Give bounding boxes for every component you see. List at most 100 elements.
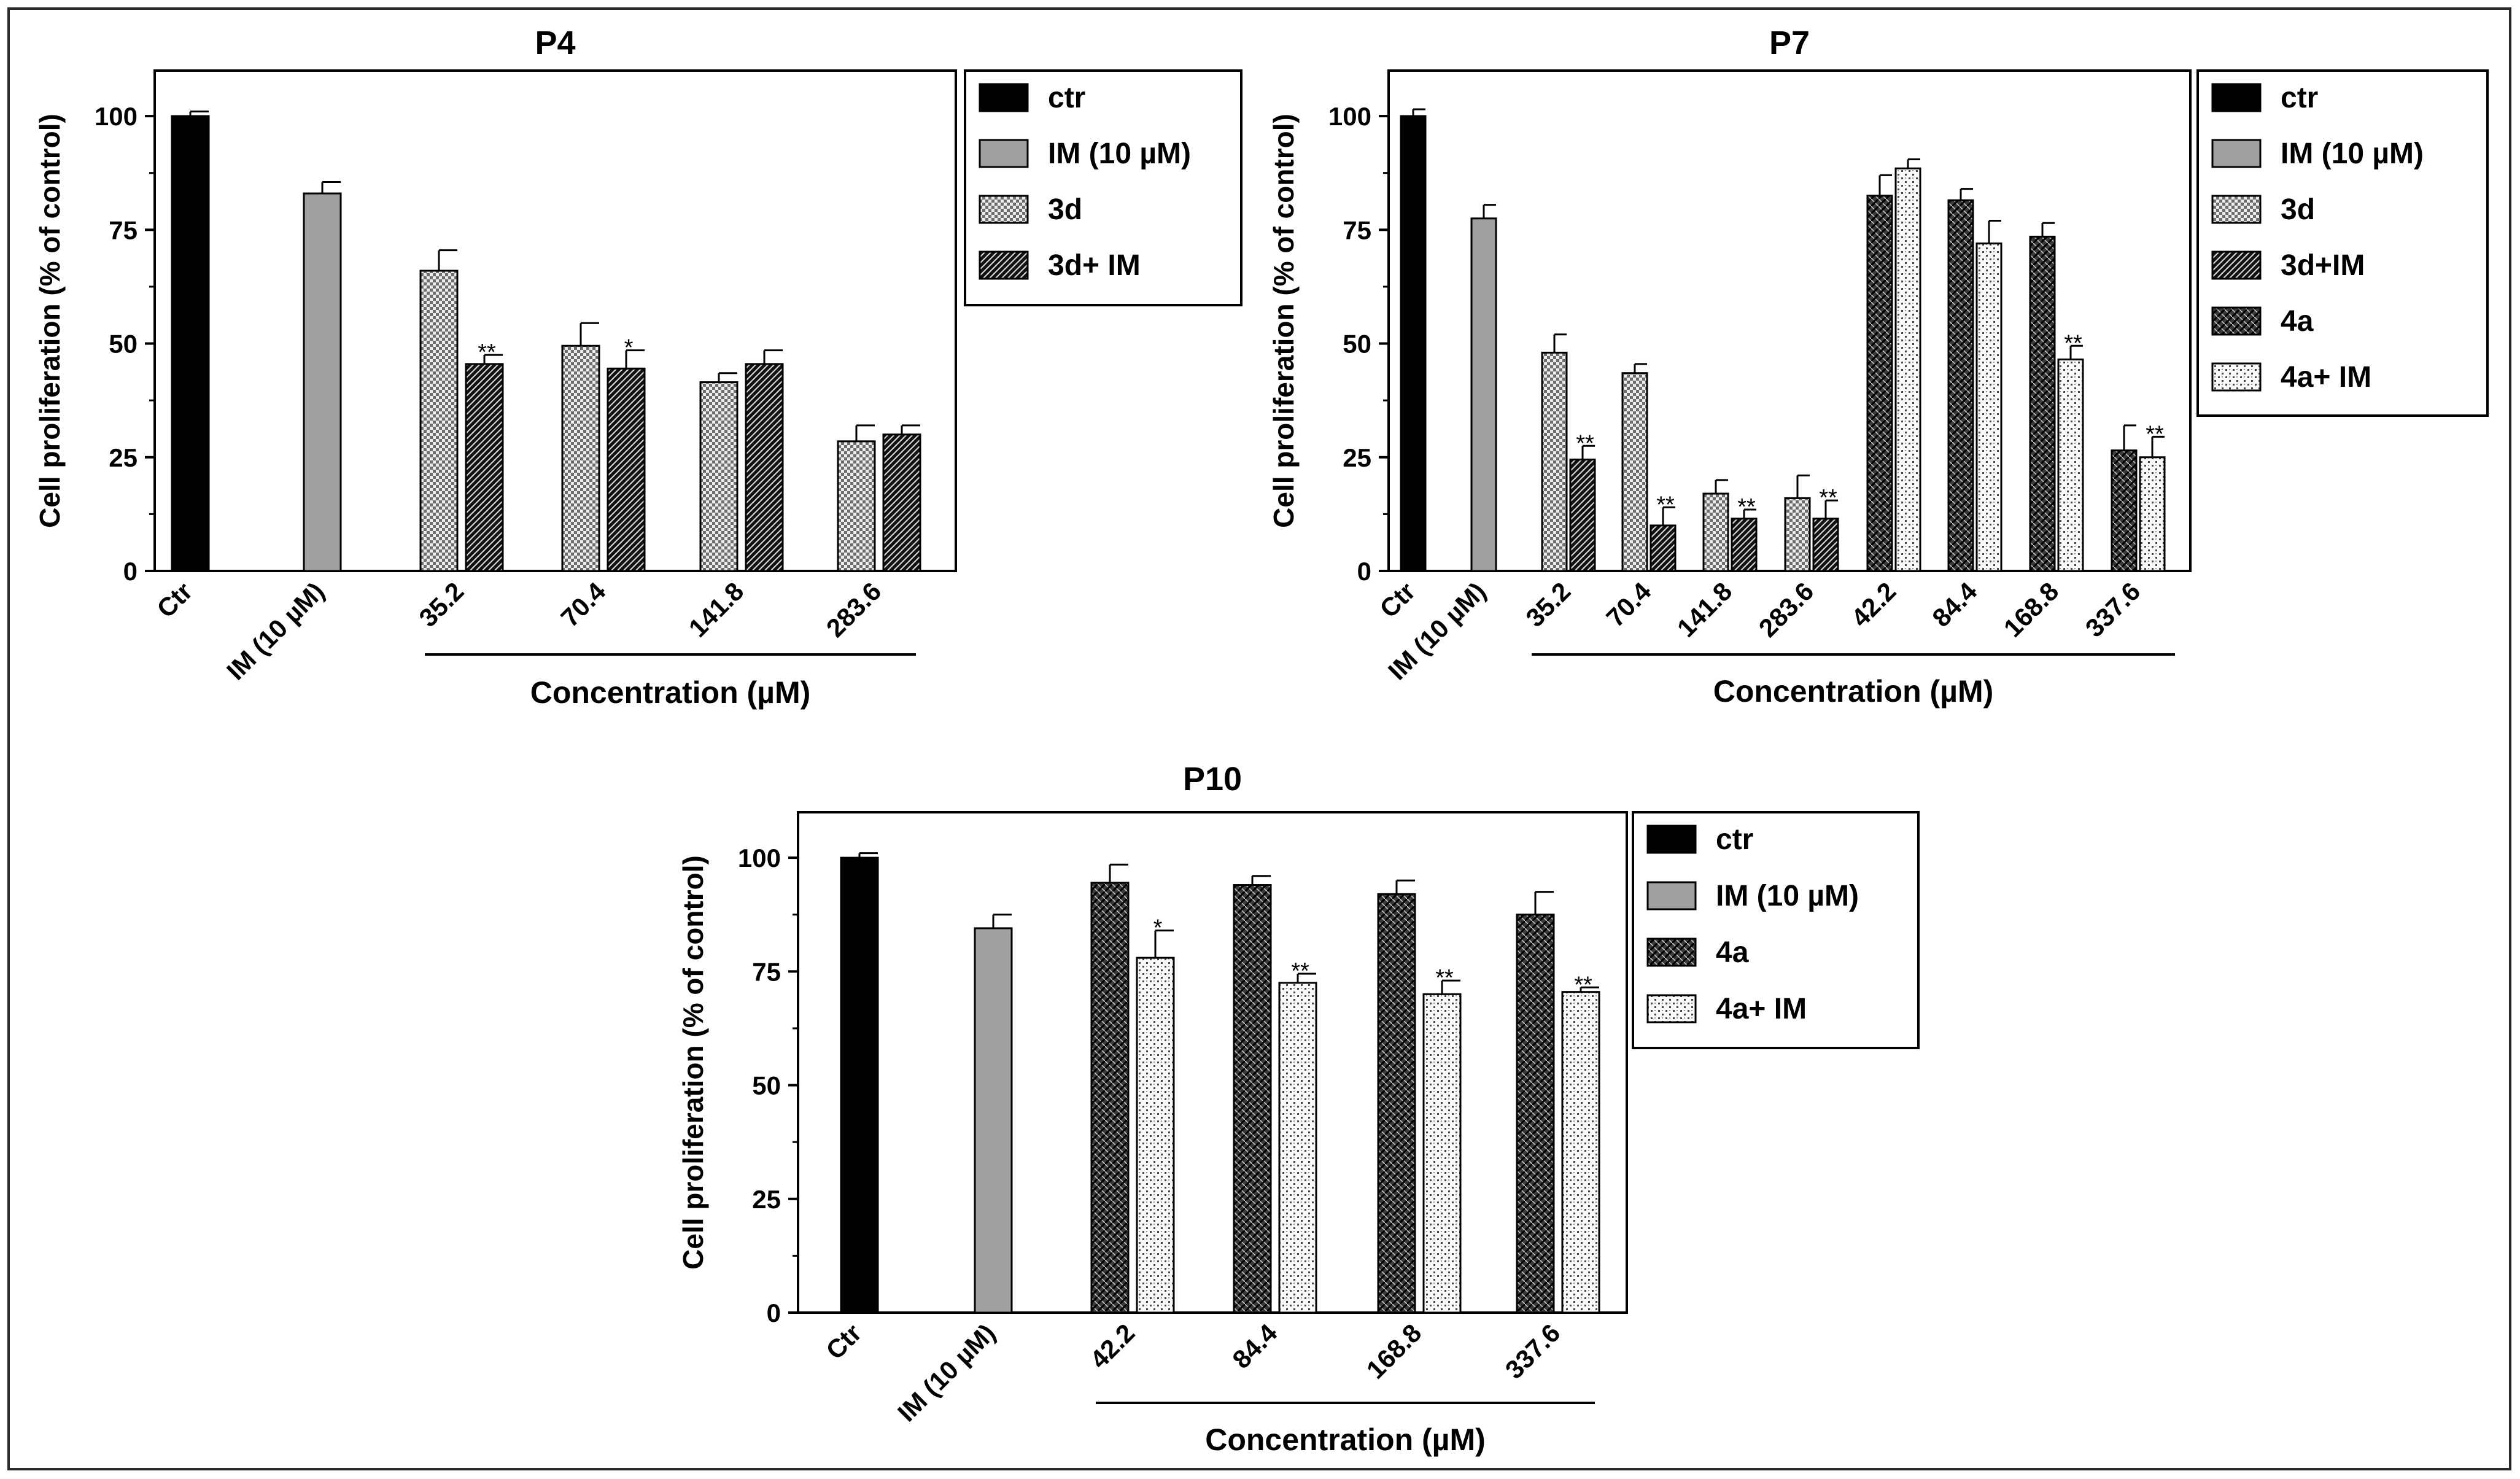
bar-3d-35-2 [1541, 351, 1568, 572]
bar-3d-141-8 [699, 381, 739, 572]
legend-entry-im-10-m: IM (10 µM) [1716, 880, 1859, 912]
bar-ctr-ctr [1400, 115, 1427, 572]
legend-swatch-4a-im [2211, 362, 2262, 392]
legend-entry-ctr: ctr [2281, 82, 2318, 114]
bar-4a-im-42-2 [1894, 167, 1921, 572]
x-tick-label: 35.2 [1520, 576, 1576, 632]
legend-swatch-im-10-m [1646, 881, 1697, 910]
bar-ctr-ctr [840, 856, 879, 1314]
bar-4a-42-2 [1866, 195, 1893, 572]
y-tick-label: 25 [1343, 443, 1371, 472]
significance-marker: * [1153, 915, 1163, 941]
bar-3d-im-35-2 [1569, 458, 1596, 572]
bar-4a-im-168-8 [1422, 993, 1462, 1314]
bar-4a-im-84-4 [1975, 243, 2002, 572]
x-tick-label: Ctr [820, 1318, 867, 1365]
x-tick-label: 42.2 [1845, 576, 1901, 632]
legend: ctr IM (10 µM) 3d 3d+ IM [964, 69, 1243, 306]
legend-frame [2196, 69, 2489, 417]
significance-marker: ** [478, 340, 496, 365]
x-tick-label: 337.6 [1500, 1318, 1566, 1384]
bar-3d-im-283-6 [1812, 518, 1839, 572]
bar-4a-im-168-8 [2057, 358, 2084, 572]
significance-marker: ** [1737, 494, 1756, 520]
x-tick-label: 35.2 [413, 576, 469, 632]
legend-entry-3d: 3d [1048, 193, 1082, 226]
x-tick-label: IM (10 µM) [892, 1318, 1001, 1427]
bar-im-10-m-im-10-m [303, 192, 342, 572]
significance-marker: ** [1656, 492, 1675, 518]
legend-swatch-3d-im [979, 250, 1029, 280]
legend-swatch-4a [2211, 306, 2262, 336]
legend-swatch-4a-im [1646, 994, 1697, 1023]
x-tick-label: 283.6 [1753, 576, 1820, 643]
bar-3d-70-4 [1621, 372, 1648, 572]
significance-marker: ** [1574, 972, 1592, 998]
legend-entry-3d: 3d [2281, 193, 2315, 226]
y-tick-label: 75 [752, 957, 781, 986]
x-tick-label: 42.2 [1084, 1318, 1140, 1374]
x-tick-label: 84.4 [1227, 1318, 1282, 1374]
x-axis-label: Concentration (µM) [1713, 674, 1994, 708]
legend-entry-4a: 4a [1716, 936, 1749, 969]
y-axis-label: Cell proliferation (% of control) [1268, 114, 1300, 528]
legend-entry-im-10-m: IM (10 µM) [2281, 138, 2424, 170]
x-tick-label: 337.6 [2080, 576, 2146, 643]
y-tick-label: 0 [1357, 557, 1371, 586]
bar-3d-141-8 [1702, 492, 1729, 572]
legend-swatch-3d [979, 195, 1029, 224]
significance-marker: ** [2064, 330, 2082, 356]
legend-swatch-im-10-m [2211, 139, 2262, 168]
y-tick-label: 100 [738, 844, 781, 872]
y-tick-label: 0 [767, 1298, 781, 1327]
y-tick-label: 100 [1328, 102, 1371, 131]
significance-marker: ** [1291, 958, 1309, 984]
bar-3d-im-70-4 [607, 367, 646, 572]
y-tick-label: 50 [109, 330, 138, 359]
significance-marker: ** [2146, 421, 2164, 447]
significance-marker: * [624, 335, 634, 361]
y-tick-label: 75 [1343, 215, 1371, 244]
y-axis-label: Cell proliferation (% of control) [34, 114, 66, 528]
x-tick-label: 168.8 [1361, 1318, 1427, 1384]
legend-swatch-ctr [2211, 83, 2262, 112]
legend-swatch-ctr [979, 83, 1029, 112]
chart-p7: P7 0 25 50 75 100 Cell proliferation (% of con… [1268, 25, 2489, 708]
bar-4a-im-337-6 [1561, 991, 1600, 1314]
x-tick-label: 70.4 [1600, 576, 1656, 632]
y-tick-label: 25 [752, 1185, 781, 1214]
bar-3d-70-4 [561, 344, 600, 572]
bar-3d-im-141-8 [745, 363, 784, 572]
x-tick-label: Ctr [151, 576, 198, 623]
bar-3d-35-2 [419, 270, 459, 572]
x-axis-label: Concentration (µM) [1205, 1423, 1486, 1457]
legend: ctr IM (10 µM) 3d 3d+IM 4a 4a+ IM [2196, 69, 2489, 417]
x-tick-label: 141.8 [683, 576, 750, 643]
legend-entry-im-10-m: IM (10 µM) [1048, 138, 1191, 170]
legend-entry-4a-im: 4a+ IM [2281, 361, 2371, 394]
y-axis-label: Cell proliferation (% of control) [677, 855, 709, 1270]
bar-3d-283-6 [837, 440, 876, 572]
bar-3d-im-35-2 [465, 363, 504, 572]
bar-4a-168-8 [1377, 893, 1416, 1314]
y-tick-label: 100 [95, 102, 138, 131]
y-tick-label: 0 [123, 557, 138, 586]
chart-title: P4 [535, 25, 575, 61]
legend-entry-3d-im: 3d+IM [2281, 249, 2365, 282]
chart-p10: P10 0 25 50 75 100 Cell proliferation (% of co… [677, 761, 1920, 1457]
x-tick-label: 84.4 [1926, 576, 1982, 632]
y-tick-label: 75 [109, 215, 138, 244]
legend-entry-3d-im: 3d+ IM [1048, 249, 1141, 282]
x-tick-label: 141.8 [1672, 576, 1738, 643]
significance-marker: ** [1819, 485, 1837, 511]
bar-3d-im-283-6 [882, 433, 921, 572]
bar-4a-42-2 [1090, 882, 1130, 1314]
bar-im-10-m-im-10-m [974, 927, 1013, 1314]
x-tick-label: 283.6 [821, 576, 887, 643]
bar-4a-im-42-2 [1136, 957, 1175, 1314]
plot-area-frame [797, 811, 1628, 1314]
bar-im-10-m-im-10-m [1470, 217, 1497, 572]
bar-3d-im-70-4 [1650, 524, 1677, 572]
x-tick-label: Ctr [1374, 576, 1421, 623]
bar-4a-337-6 [1516, 914, 1555, 1314]
